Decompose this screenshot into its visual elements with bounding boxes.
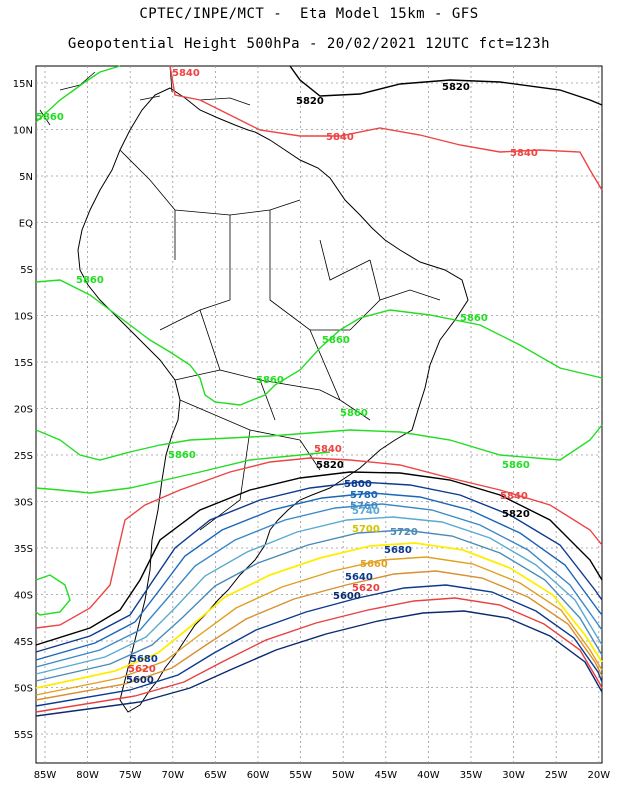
lat-tick-label: 25S [14, 451, 33, 462]
contour-label: 5600 [126, 675, 154, 686]
contour-5800 [35, 481, 603, 653]
contour-label-group: 5840 5820 5820 5840 5840 5860 5860 5860 … [36, 68, 538, 686]
contour-label: 5720 [390, 527, 418, 538]
contour-5860-sw-loop [35, 574, 71, 616]
contour-label: 5820 [316, 460, 344, 471]
lon-tick-label: 45W [374, 770, 397, 781]
contour-5660 [35, 570, 603, 701]
contour-label: 5860 [76, 275, 104, 286]
south-america-coastline [77, 87, 469, 713]
lon-tick-label: 20W [587, 770, 610, 781]
contour-5720 [35, 529, 603, 682]
lat-tick-label: 5N [19, 172, 33, 183]
contour-5820-north [289, 65, 603, 106]
lon-tick-label: 40W [417, 770, 440, 781]
lat-tick-label: EQ [19, 219, 33, 230]
contour-label: 5840 [510, 148, 538, 159]
lat-tick-label: 20S [14, 405, 33, 416]
contour-label: 5820 [296, 96, 324, 107]
contour-label: 5860 [36, 112, 64, 123]
contour-label: 5620 [352, 583, 380, 594]
contour-label: 5860 [168, 450, 196, 461]
lon-tick-label: 30W [502, 770, 525, 781]
grid-lines [36, 66, 602, 763]
contour-5840-south [35, 457, 603, 629]
axis-tick-labels: 15N 10N 5N EQ 5S 10S 15S 20S 25S 30S 35S 40S 45S 50S 5… [13, 79, 610, 781]
lon-tick-label: 85W [34, 770, 57, 781]
contour-label: 5660 [360, 559, 388, 570]
contour-label: 5640 [345, 572, 373, 583]
contour-label: 5700 [352, 524, 380, 535]
lat-tick-label: 5S [20, 265, 33, 276]
contour-label: 5680 [384, 545, 412, 556]
contour-5860-west [35, 279, 603, 406]
contour-label: 5620 [128, 664, 156, 675]
lon-tick-label: 65W [204, 770, 227, 781]
contour-label: 5680 [130, 654, 158, 665]
lat-tick-label: 10N [13, 126, 33, 137]
contour-label: 5740 [352, 506, 380, 517]
lon-tick-label: 55W [289, 770, 312, 781]
contour-label: 5840 [326, 132, 354, 143]
contour-5700 [35, 542, 603, 689]
map-frame [35, 65, 603, 764]
contour-5760 [35, 503, 603, 668]
lon-tick-label: 80W [76, 770, 99, 781]
contour-5620 [35, 597, 603, 713]
central-america-caribbean [39, 65, 251, 126]
lon-tick-label: 60W [247, 770, 270, 781]
contour-label: 5860 [502, 460, 530, 471]
contour-label: 5820 [502, 509, 530, 520]
lon-tick-label: 75W [119, 770, 142, 781]
lat-tick-label: 50S [14, 684, 33, 695]
contour-label: 5820 [442, 82, 470, 93]
contour-label: 5860 [256, 375, 284, 386]
contour-label: 5840 [500, 491, 528, 502]
lat-tick-label: 40S [14, 591, 33, 602]
contour-5600 [35, 610, 603, 717]
contour-label: 5860 [340, 408, 368, 419]
contour-5860-south [35, 451, 331, 494]
lat-tick-label: 35S [14, 544, 33, 555]
lat-tick-label: 30S [14, 498, 33, 509]
contour-label: 5860 [322, 335, 350, 346]
lat-tick-label: 55S [14, 730, 33, 741]
contour-label: 5860 [460, 313, 488, 324]
contour-label: 5840 [314, 444, 342, 455]
contour-label: 5600 [333, 591, 361, 602]
contour-5740 [35, 516, 603, 675]
contour-5860-central [35, 424, 603, 461]
lon-tick-label: 25W [545, 770, 568, 781]
contour-5840-north [169, 65, 603, 191]
contour-5820-south [35, 471, 603, 646]
contour-label: 5760 [350, 501, 378, 512]
lon-tick-label: 70W [161, 770, 184, 781]
contour-lines [35, 65, 603, 717]
lat-tick-label: 45S [14, 637, 33, 648]
contour-label: 5780 [350, 490, 378, 501]
contour-5680 [35, 556, 603, 696]
contour-5780 [35, 492, 603, 661]
lon-tick-label: 50W [332, 770, 355, 781]
contour-5640 [35, 584, 603, 707]
contour-5860-north [35, 65, 121, 123]
lat-tick-label: 10S [14, 312, 33, 323]
contour-label: 5840 [172, 68, 200, 79]
map-subtitle: Geopotential Height 500hPa - 20/02/2021 … [67, 36, 551, 52]
lat-tick-label: 15S [14, 358, 33, 369]
lat-tick-label: 15N [13, 79, 33, 90]
contour-label: 5800 [344, 479, 372, 490]
map-title: CPTEC/INPE/MCT - Eta Model 15km - GFS [139, 6, 479, 22]
lon-tick-label: 35W [460, 770, 483, 781]
